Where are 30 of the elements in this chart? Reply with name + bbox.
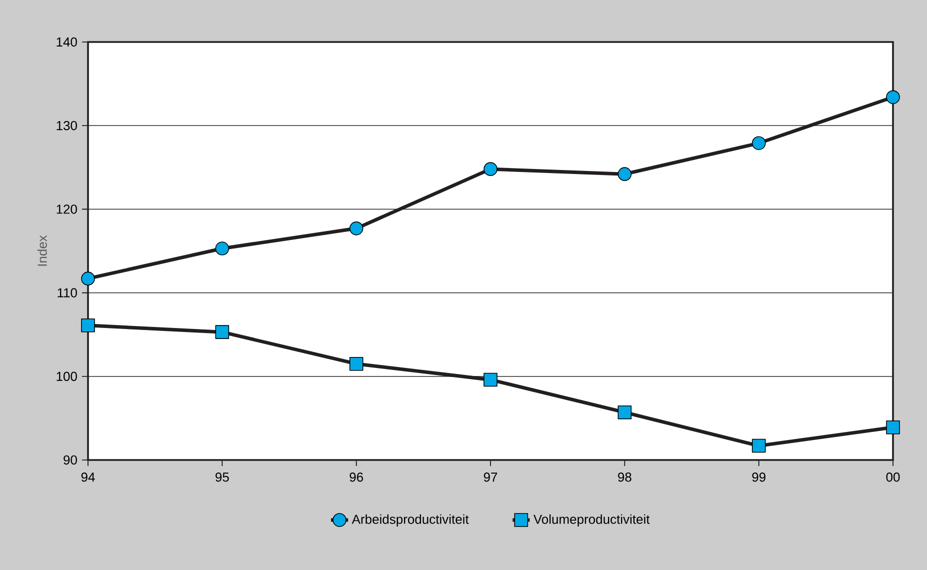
point xyxy=(215,325,230,339)
point xyxy=(349,222,364,236)
x-tick-label: 94 xyxy=(81,472,95,482)
point xyxy=(886,90,900,104)
x-tick-label: 98 xyxy=(618,472,632,482)
point xyxy=(886,420,900,434)
point xyxy=(81,318,95,332)
x-tick-label: 99 xyxy=(752,472,766,482)
point xyxy=(215,242,230,256)
point xyxy=(752,136,766,150)
y-tick-label: 120 xyxy=(56,204,77,214)
point xyxy=(484,372,498,387)
point xyxy=(618,405,632,420)
x-tick-label: 97 xyxy=(484,472,498,482)
x-tick-label: 96 xyxy=(350,472,363,482)
y-tick-label: 90 xyxy=(64,455,77,465)
y-axis-title: Index xyxy=(37,235,47,266)
x-tick-label: 95 xyxy=(216,472,229,482)
point xyxy=(484,162,498,176)
y-tick-label: 140 xyxy=(56,37,77,47)
y-tick-label: 100 xyxy=(56,372,77,381)
point xyxy=(81,272,95,286)
y-tick-label: 130 xyxy=(56,120,77,130)
point xyxy=(618,167,632,181)
legend-label: Volumeproductiviteit xyxy=(533,514,650,526)
point xyxy=(752,438,766,453)
y-tick-label: 110 xyxy=(58,288,77,298)
x-tick-label: 00 xyxy=(886,472,900,482)
point xyxy=(349,356,364,371)
legend-label: Arbeidsproductiviteit xyxy=(352,514,469,526)
